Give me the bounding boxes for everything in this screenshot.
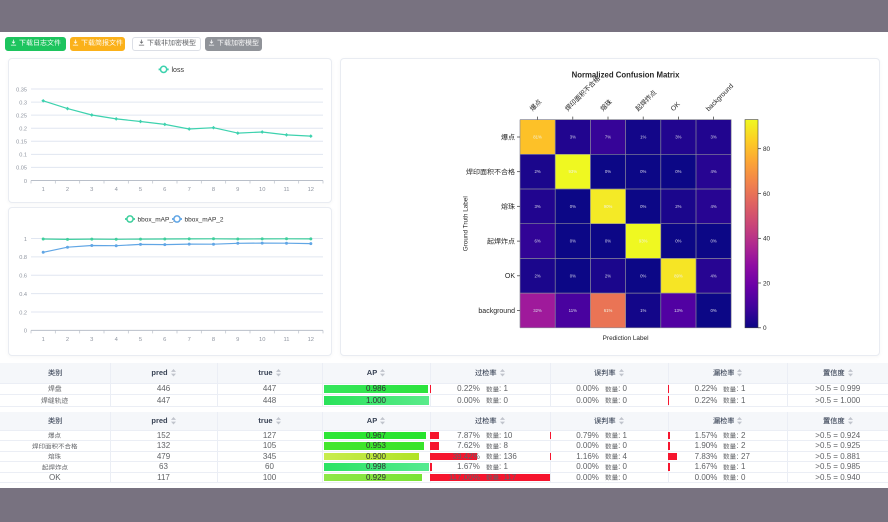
svg-text:6%: 6% bbox=[534, 239, 540, 244]
svg-text:93%: 93% bbox=[639, 239, 648, 244]
svg-text:8: 8 bbox=[212, 187, 215, 193]
svg-text:60: 60 bbox=[763, 191, 771, 198]
svg-text:1: 1 bbox=[42, 187, 45, 193]
svg-text:2: 2 bbox=[66, 337, 69, 343]
svg-text:background: background bbox=[478, 308, 515, 315]
svg-text:0.25: 0.25 bbox=[16, 113, 27, 119]
svg-text:0%: 0% bbox=[640, 169, 646, 174]
svg-text:11: 11 bbox=[283, 187, 289, 193]
svg-text:0%: 0% bbox=[710, 239, 716, 244]
svg-text:0.15: 0.15 bbox=[16, 140, 27, 146]
svg-text:6: 6 bbox=[163, 187, 166, 193]
svg-text:0.4: 0.4 bbox=[19, 292, 27, 298]
svg-text:3: 3 bbox=[90, 337, 93, 343]
svg-text:40: 40 bbox=[763, 236, 771, 243]
svg-text:0%: 0% bbox=[605, 169, 611, 174]
svg-text:3%: 3% bbox=[570, 135, 576, 140]
svg-text:13%: 13% bbox=[674, 308, 683, 313]
svg-text:0: 0 bbox=[24, 179, 27, 185]
svg-text:OK: OK bbox=[505, 273, 515, 280]
svg-text:7%: 7% bbox=[605, 135, 611, 140]
svg-text:2: 2 bbox=[66, 187, 69, 193]
svg-text:8: 8 bbox=[212, 337, 215, 343]
svg-text:9: 9 bbox=[236, 187, 239, 193]
svg-text:1%: 1% bbox=[640, 135, 646, 140]
svg-text:0.05: 0.05 bbox=[16, 166, 27, 172]
svg-text:7: 7 bbox=[188, 337, 191, 343]
svg-text:0.6: 0.6 bbox=[19, 274, 27, 280]
svg-text:2%: 2% bbox=[534, 169, 540, 174]
svg-text:4%: 4% bbox=[710, 273, 716, 278]
svg-text:10: 10 bbox=[259, 187, 265, 193]
svg-text:6: 6 bbox=[163, 337, 166, 343]
svg-text:89%: 89% bbox=[674, 273, 683, 278]
svg-text:loss: loss bbox=[172, 67, 185, 74]
svg-text:5: 5 bbox=[139, 337, 142, 343]
svg-text:3%: 3% bbox=[534, 204, 540, 209]
svg-text:12: 12 bbox=[308, 187, 314, 193]
svg-text:Prediction Label: Prediction Label bbox=[603, 335, 649, 342]
svg-text:0%: 0% bbox=[710, 308, 716, 313]
svg-text:0.8: 0.8 bbox=[19, 255, 27, 261]
svg-text:0%: 0% bbox=[570, 273, 576, 278]
svg-text:bbox_mAP_2: bbox_mAP_2 bbox=[185, 216, 224, 223]
svg-text:0%: 0% bbox=[640, 204, 646, 209]
svg-text:10: 10 bbox=[259, 337, 265, 343]
svg-text:11%: 11% bbox=[569, 308, 577, 313]
svg-text:1: 1 bbox=[42, 337, 45, 343]
svg-text:0: 0 bbox=[24, 329, 27, 335]
svg-text:80: 80 bbox=[763, 146, 771, 153]
svg-text:0%: 0% bbox=[675, 169, 681, 174]
svg-text:Normalized Confusion Matrix: Normalized Confusion Matrix bbox=[572, 71, 681, 80]
svg-text:5: 5 bbox=[139, 187, 142, 193]
svg-text:4: 4 bbox=[115, 337, 119, 343]
svg-text:0%: 0% bbox=[605, 239, 611, 244]
svg-text:93%: 93% bbox=[568, 169, 577, 174]
svg-text:3%: 3% bbox=[675, 135, 681, 140]
svg-text:0%: 0% bbox=[570, 239, 576, 244]
svg-text:7: 7 bbox=[188, 187, 191, 193]
svg-text:11: 11 bbox=[283, 337, 289, 343]
svg-text:1: 1 bbox=[24, 237, 27, 243]
svg-text:0.1: 0.1 bbox=[19, 153, 27, 159]
svg-text:4%: 4% bbox=[710, 169, 716, 174]
svg-text:0: 0 bbox=[763, 325, 767, 332]
svg-text:bbox_mAP_1: bbox_mAP_1 bbox=[138, 216, 177, 223]
svg-text:61%: 61% bbox=[604, 308, 613, 313]
svg-text:90%: 90% bbox=[604, 204, 613, 209]
svg-text:0%: 0% bbox=[570, 204, 576, 209]
svg-text:2%: 2% bbox=[675, 204, 681, 209]
svg-text:Ground Truth Label: Ground Truth Label bbox=[463, 196, 470, 251]
svg-text:0.35: 0.35 bbox=[16, 87, 27, 93]
svg-text:1%: 1% bbox=[640, 308, 646, 313]
svg-text:20: 20 bbox=[763, 280, 771, 287]
svg-text:81%: 81% bbox=[533, 135, 542, 140]
svg-text:2%: 2% bbox=[605, 273, 611, 278]
svg-text:3%: 3% bbox=[710, 135, 716, 140]
svg-text:OK: OK bbox=[670, 101, 682, 113]
svg-text:0%: 0% bbox=[675, 239, 681, 244]
svg-text:0.2: 0.2 bbox=[19, 127, 27, 133]
svg-text:0.2: 0.2 bbox=[19, 310, 27, 316]
svg-text:0%: 0% bbox=[640, 273, 646, 278]
svg-text:32%: 32% bbox=[533, 308, 542, 313]
svg-text:9: 9 bbox=[236, 337, 239, 343]
svg-text:4: 4 bbox=[115, 187, 119, 193]
svg-text:12: 12 bbox=[308, 337, 314, 343]
svg-text:2%: 2% bbox=[534, 273, 540, 278]
svg-text:0.3: 0.3 bbox=[19, 100, 27, 106]
svg-text:4%: 4% bbox=[710, 204, 716, 209]
svg-text:3: 3 bbox=[90, 187, 93, 193]
svg-text:background: background bbox=[705, 83, 735, 113]
